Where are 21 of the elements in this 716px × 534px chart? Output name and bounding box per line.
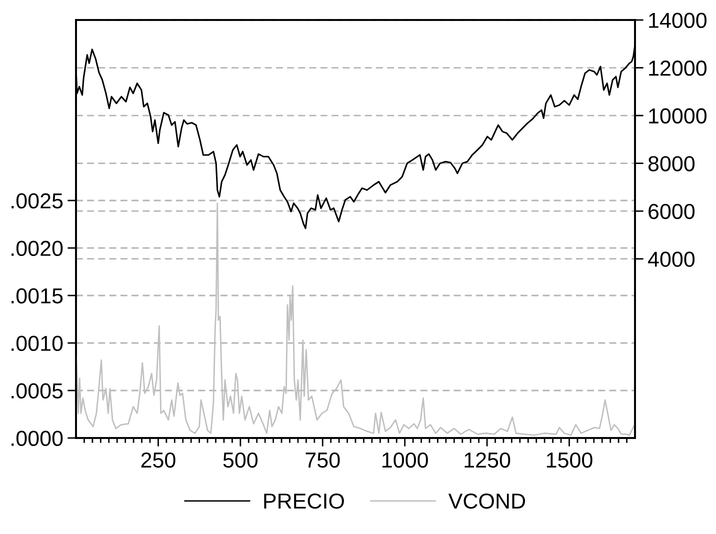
line-series: [76, 202, 635, 436]
y2-tick-label: 8000: [648, 156, 695, 172]
y-tick-label: .0000: [12, 430, 63, 446]
x-tick-label: 250: [141, 452, 176, 468]
legend-label: VCOND: [448, 493, 526, 509]
y-tick-label: .0010: [12, 336, 63, 352]
y2-tick-label: 14000: [649, 12, 707, 28]
legend-label: PRECIO: [264, 493, 344, 509]
y-tick-label: .0025: [12, 193, 63, 209]
x-tick-label: 750: [306, 452, 340, 468]
x-tick-label: 500: [223, 452, 258, 468]
y-tick-label: .0020: [12, 240, 63, 256]
y-tick-label: .0005: [12, 383, 63, 399]
x-tick-label: 1000: [382, 452, 428, 468]
x-tick-label: 1250: [464, 452, 510, 468]
y2-tick-label: 10000: [649, 108, 707, 124]
x-tick-label: 1500: [546, 452, 592, 468]
y-tick-label: .0015: [12, 288, 63, 304]
y2-tick-label: 4000: [648, 252, 695, 267]
y2-tick-label: 6000: [648, 204, 695, 220]
y2-tick-label: 12000: [649, 60, 707, 76]
